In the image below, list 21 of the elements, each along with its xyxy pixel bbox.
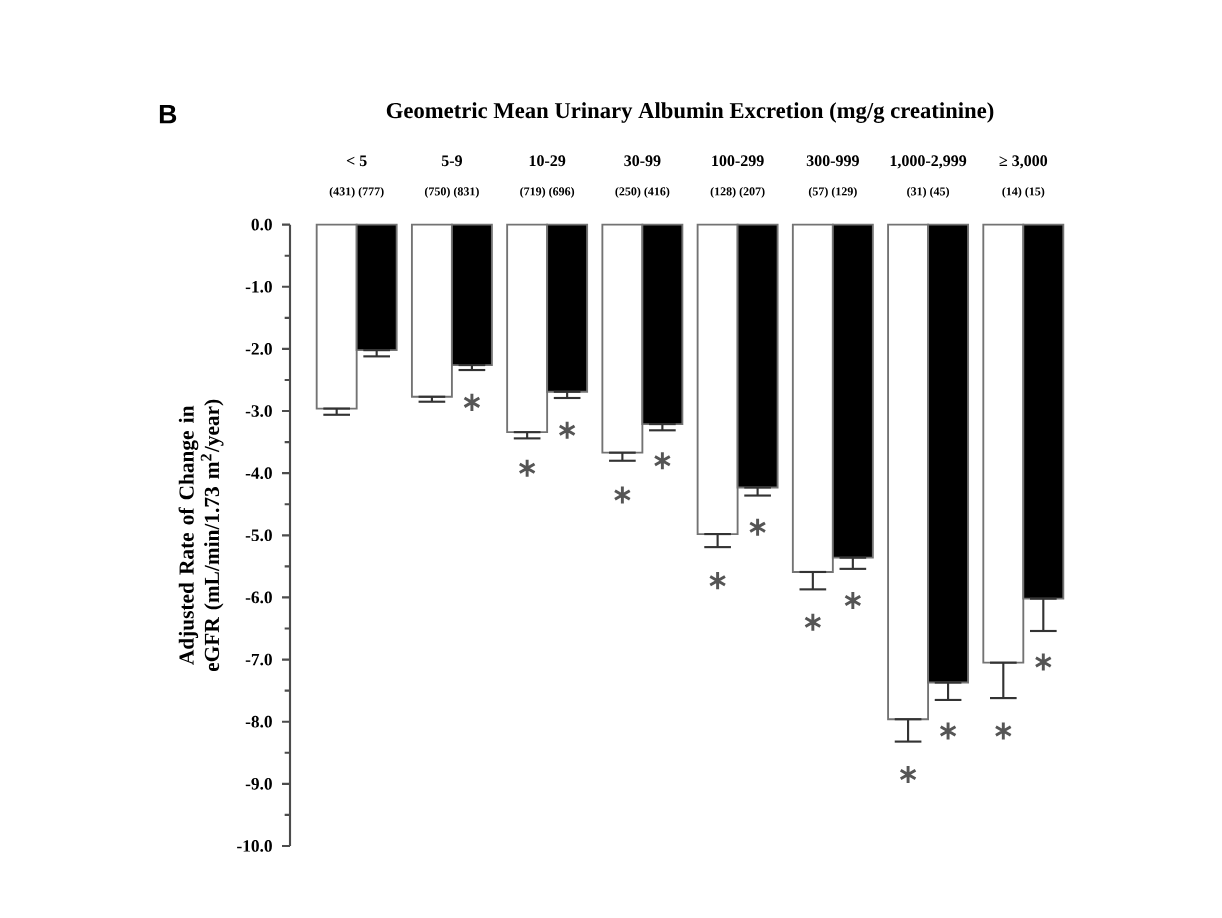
y-tick-label: -7.0 — [245, 653, 272, 666]
y-tick-label: -4.0 — [245, 467, 272, 480]
y-tick-label: -9.0 — [245, 777, 272, 790]
x-tick-label: 5-9 — [441, 155, 463, 167]
x-tick-label: 300-999 — [806, 155, 859, 167]
x-tick-label: 10-29 — [529, 155, 566, 167]
y-tick-label: -1.0 — [245, 280, 272, 293]
chart-title: Geometric Mean Urinary Albumin Excretion (mg/g creatinine) — [386, 102, 994, 123]
y-tick-label: -3.0 — [245, 405, 272, 417]
x-tick-label: 100-299 — [712, 155, 764, 167]
x-tick-label: ≥ 3,000 — [999, 155, 1048, 169]
y-tick-label: -6.0 — [245, 591, 272, 604]
y-tick-label: 0.0 — [251, 218, 272, 231]
y-tick-label: -5.0 — [245, 529, 272, 542]
x-tick-label: < 5 — [346, 155, 367, 167]
y-tick-label: -8.0 — [245, 715, 272, 728]
x-tick-label: 1,000-2,999 — [890, 155, 967, 169]
y-tick-label: -2.0 — [245, 343, 272, 355]
y-tick-label: -10.0 — [237, 840, 272, 852]
text: B — [159, 104, 177, 124]
x-tick-label: 30-99 — [624, 155, 661, 167]
